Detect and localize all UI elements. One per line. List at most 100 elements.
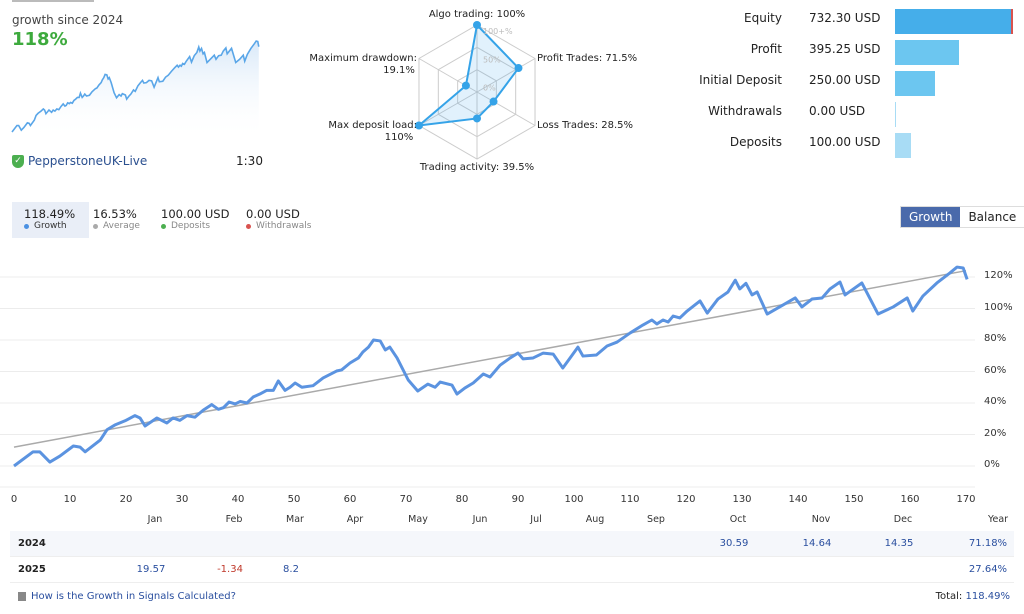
stat-label: Withdrawals: [256, 221, 312, 231]
growth-since-label: growth since 2024: [12, 13, 124, 27]
x-tick-label: 10: [63, 494, 77, 505]
equity-label: Equity: [744, 11, 782, 25]
radar-spoke: [476, 91, 536, 126]
y-tick-label: 120%: [984, 270, 1013, 281]
equity-value: 395.25 USD: [809, 42, 881, 56]
month-header: Jul: [530, 514, 542, 525]
x-tick-label: 70: [399, 494, 413, 505]
stat-label: Growth: [34, 221, 67, 231]
row-year: 2024: [18, 538, 46, 549]
stat-label: Deposits: [171, 221, 211, 231]
stat-withdrawals[interactable]: 0.00 USD Withdrawals: [234, 202, 323, 238]
x-tick-label: 60: [343, 494, 357, 505]
growth-help-link[interactable]: How is the Growth in Signals Calculated?: [18, 591, 236, 602]
balance-button[interactable]: Balance: [960, 207, 1024, 227]
x-tick-label: 150: [844, 494, 864, 505]
total-value: 118.49%: [965, 591, 1011, 602]
radar-axis-label: Trading activity: 39.5%: [419, 162, 534, 173]
radar-point: [489, 97, 498, 106]
equity-row-deposits: Deposits 100.00 USD: [690, 133, 1024, 158]
y-tick-label: 40%: [984, 396, 1007, 407]
equity-row-withdrawals: Withdrawals 0.00 USD: [690, 102, 1024, 127]
leverage: 1:30: [236, 154, 263, 168]
month-value: 14.64: [802, 538, 832, 549]
equity-bar: [895, 133, 912, 158]
radar-point: [414, 121, 423, 130]
stat-label: Average: [103, 221, 140, 231]
x-tick-label: 170: [956, 494, 976, 505]
x-tick-label: 100: [564, 494, 584, 505]
radar-spoke: [418, 91, 478, 126]
total-label: Total:: [935, 591, 963, 602]
sparkline-line: [11, 40, 260, 133]
equity-value: 100.00 USD: [809, 135, 881, 149]
month-value: 30.59: [719, 538, 749, 549]
chart-mode-toggle: Growth Balance: [900, 206, 1024, 228]
radar-ring-label: 0%: [483, 84, 496, 93]
help-link-text[interactable]: How is the Growth in Signals Calculated?: [31, 591, 236, 602]
radar-point: [461, 81, 470, 90]
x-tick-label: 130: [732, 494, 752, 505]
x-tick-label: 140: [788, 494, 808, 505]
equity-label: Initial Deposit: [699, 73, 782, 87]
broker-name[interactable]: PepperstoneUK-Live: [28, 154, 148, 168]
month-header: Dec: [893, 514, 913, 525]
growth-chart: [0, 265, 975, 488]
stat-growth[interactable]: 118.49% Growth: [12, 202, 90, 238]
x-tick-label: 80: [455, 494, 469, 505]
top-divider: [12, 0, 94, 2]
radar-axis-value: 19.1%: [383, 65, 415, 76]
table-row: 2024 30.59 14.64 14.35 71.18%: [10, 531, 1014, 557]
equity-row-profit: Profit 395.25 USD: [690, 40, 1024, 65]
radar-axis-label: Algo trading: 100%: [429, 9, 525, 20]
growth-sparkline: [11, 40, 260, 140]
total-growth: Total: 118.49%: [936, 591, 1010, 602]
equity-value: 732.30 USD: [809, 11, 881, 25]
stat-value: 0.00 USD: [246, 207, 300, 221]
book-icon: [18, 592, 26, 601]
equity-label: Profit: [750, 42, 782, 56]
month-header: Feb: [225, 514, 243, 525]
month-header: Mar: [286, 514, 304, 525]
month-header: Jun: [472, 514, 488, 525]
y-tick-label: 20%: [984, 427, 1007, 439]
x-tick-label: 40: [231, 494, 245, 505]
month-value: 8.2: [283, 564, 299, 575]
broker-link[interactable]: ✓ PepperstoneUK-Live: [12, 154, 147, 168]
x-tick-label: 30: [175, 494, 189, 505]
month-header: Nov: [811, 514, 831, 525]
y-tick-label: 60%: [984, 364, 1007, 376]
stat-average[interactable]: 16.53% Average: [81, 202, 152, 238]
month-header: Oct: [729, 514, 747, 525]
equity-value: 250.00 USD: [809, 73, 881, 87]
x-tick-label: 50: [287, 494, 301, 505]
row-year: 2025: [18, 564, 46, 575]
radar-axis-value: 110%: [385, 132, 414, 143]
radar-axis-label: Profit Trades: 71.5%: [537, 53, 637, 64]
year-total: 71.18%: [968, 538, 1008, 549]
month-value: -1.34: [217, 564, 243, 575]
equity-label: Deposits: [729, 135, 782, 149]
equity-bar: [895, 9, 1013, 34]
equity-label: Withdrawals: [708, 104, 782, 118]
equity-bar: [895, 40, 959, 65]
radar-point: [514, 64, 523, 73]
y-tick-label: 80%: [984, 333, 1007, 344]
radar-ring-label: 50%: [483, 55, 501, 64]
month-value: 14.35: [884, 538, 914, 549]
verified-shield-icon: ✓: [12, 154, 24, 168]
radar-ring-label: 100+%: [483, 27, 513, 36]
month-header: Sep: [647, 514, 665, 525]
month-header: Apr: [346, 514, 364, 525]
table-row: 2025 19.57 -1.34 8.2 27.64%: [10, 557, 1014, 583]
radar-point: [473, 114, 481, 123]
equity-value: 0.00 USD: [809, 104, 866, 118]
sparkline-area: [12, 41, 259, 140]
growth-button[interactable]: Growth: [901, 207, 961, 227]
stat-deposits[interactable]: 100.00 USD Deposits: [149, 202, 241, 238]
radar-axis-label: Max deposit load:: [328, 120, 417, 131]
x-tick-label: 120: [676, 494, 696, 505]
x-tick-label: 90: [511, 494, 525, 505]
x-tick-label: 20: [119, 494, 133, 505]
stat-value: 100.00 USD: [161, 207, 230, 221]
